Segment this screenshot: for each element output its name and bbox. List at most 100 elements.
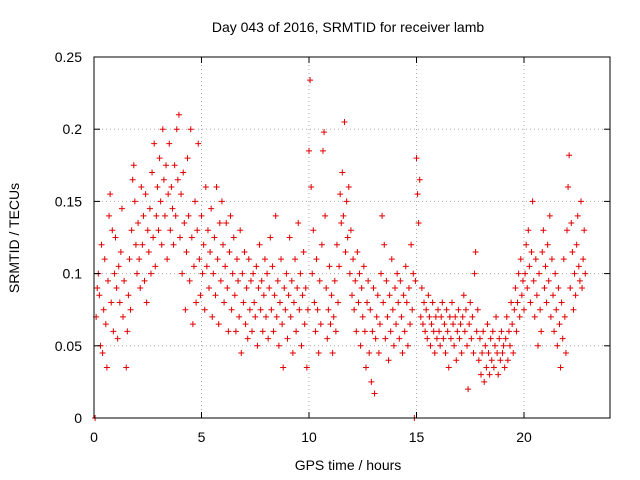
- data-point-marker: [173, 126, 180, 133]
- data-point-marker: [428, 321, 435, 328]
- data-point-marker: [558, 299, 565, 306]
- data-point-marker: [504, 357, 511, 364]
- data-point-marker: [235, 277, 242, 284]
- grid-lines: [94, 57, 610, 418]
- data-point-marker: [566, 152, 573, 159]
- data-point-marker: [123, 364, 130, 371]
- data-point-marker: [187, 126, 194, 133]
- data-point-marker: [276, 299, 283, 306]
- data-point-marker: [175, 111, 182, 118]
- data-point-marker: [134, 270, 140, 277]
- data-point-marker: [355, 299, 362, 306]
- data-point-marker: [343, 198, 350, 205]
- data-point-marker: [423, 306, 430, 313]
- data-point-marker: [562, 350, 569, 357]
- x-tick-label: 15: [409, 429, 425, 445]
- data-point-marker: [370, 285, 377, 292]
- data-point-marker: [311, 299, 318, 306]
- data-point-marker: [375, 350, 382, 357]
- data-point-marker: [461, 328, 468, 335]
- data-point-marker: [106, 212, 113, 219]
- data-point-marker: [350, 256, 357, 263]
- data-point-marker: [373, 313, 380, 320]
- data-point-marker: [332, 328, 339, 335]
- data-point-marker: [316, 277, 323, 284]
- data-point-marker: [314, 306, 321, 313]
- data-point-marker: [241, 248, 248, 255]
- data-point-marker: [265, 335, 272, 342]
- data-point-marker: [359, 313, 366, 320]
- data-point-marker: [208, 205, 215, 212]
- data-point-marker: [466, 321, 473, 328]
- data-point-marker: [300, 248, 307, 255]
- data-point-marker: [418, 285, 425, 292]
- data-point-marker: [201, 306, 208, 313]
- data-point-marker: [292, 256, 299, 263]
- data-point-marker: [274, 277, 281, 284]
- data-point-marker: [153, 212, 160, 219]
- data-point-marker: [378, 270, 385, 277]
- data-point-marker: [328, 292, 335, 299]
- data-point-marker: [498, 328, 505, 335]
- data-point-marker: [138, 183, 145, 190]
- data-point-marker: [360, 263, 367, 270]
- data-point-marker: [335, 299, 342, 306]
- data-point-marker: [113, 285, 120, 292]
- data-point-marker: [199, 270, 206, 277]
- data-point-marker: [330, 313, 337, 320]
- data-point-marker: [336, 263, 343, 270]
- data-point-marker: [425, 292, 432, 299]
- data-point-marker: [152, 263, 159, 270]
- data-point-marker: [227, 212, 234, 219]
- data-point-marker: [170, 241, 177, 248]
- data-point-marker: [102, 321, 109, 328]
- data-point-marker: [200, 241, 207, 248]
- data-point-marker: [409, 306, 416, 313]
- data-point-marker: [362, 364, 369, 371]
- data-point-marker: [171, 162, 178, 169]
- data-point-marker: [158, 241, 165, 248]
- data-point-marker: [491, 342, 498, 349]
- data-point-marker: [190, 263, 197, 270]
- data-point-marker: [326, 263, 333, 270]
- data-point-marker: [267, 234, 274, 241]
- data-point-marker: [402, 263, 409, 270]
- data-point-marker: [534, 342, 541, 349]
- data-point-marker: [221, 299, 228, 306]
- data-point-marker: [257, 306, 264, 313]
- data-point-marker: [524, 285, 531, 292]
- data-point-marker: [527, 299, 534, 306]
- data-point-marker: [284, 335, 291, 342]
- data-point-marker: [455, 306, 462, 313]
- data-point-marker: [526, 263, 533, 270]
- data-point-marker: [512, 285, 519, 292]
- data-point-marker: [253, 263, 260, 270]
- data-point-marker: [296, 306, 303, 313]
- data-point-marker: [412, 277, 419, 284]
- data-point-marker: [217, 277, 224, 284]
- data-point-marker: [575, 263, 582, 270]
- data-point-marker: [132, 241, 139, 248]
- data-point-marker: [193, 299, 200, 306]
- data-point-marker: [396, 335, 403, 342]
- data-point-marker: [554, 342, 561, 349]
- data-point-marker: [172, 212, 179, 219]
- data-point-marker: [185, 212, 192, 219]
- data-point-marker: [275, 342, 282, 349]
- data-point-marker: [273, 313, 280, 320]
- data-point-marker: [580, 256, 587, 263]
- data-point-marker: [542, 263, 549, 270]
- data-point-marker: [458, 350, 465, 357]
- data-point-marker: [555, 285, 562, 292]
- data-point-marker: [250, 270, 257, 277]
- data-point-marker: [135, 220, 142, 227]
- data-point-marker: [408, 241, 415, 248]
- data-point-marker: [289, 350, 296, 357]
- data-point-marker: [521, 306, 527, 313]
- data-point-marker: [280, 364, 287, 371]
- data-point-marker: [211, 234, 218, 241]
- data-point-marker: [197, 292, 204, 299]
- data-point-marker: [571, 270, 578, 277]
- data-point-marker: [508, 299, 515, 306]
- data-point-marker: [440, 335, 447, 342]
